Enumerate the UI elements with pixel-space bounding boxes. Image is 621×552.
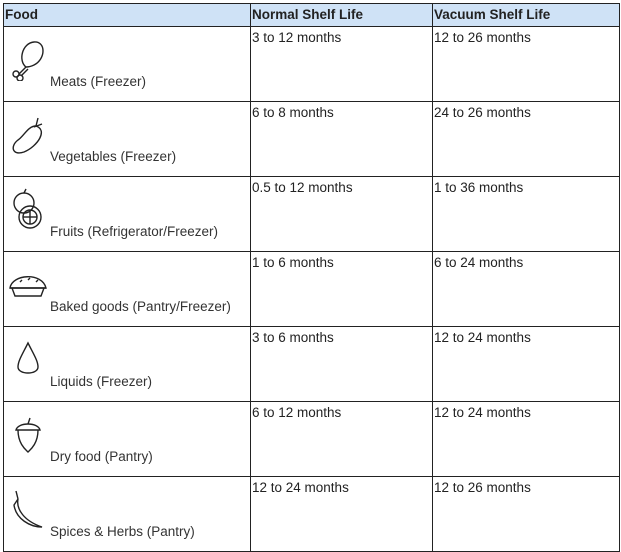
food-cell: Meats (Freezer): [3, 26, 251, 102]
header-normal: Normal Shelf Life: [250, 3, 433, 27]
normal-shelf-life-cell: 12 to 24 months: [250, 476, 433, 552]
header-food: Food: [3, 3, 251, 27]
normal-shelf-life-cell: 1 to 6 months: [250, 251, 433, 327]
food-label: Baked goods (Pantry/Freezer): [50, 299, 231, 314]
vacuum-shelf-life-cell: 12 to 26 months: [432, 26, 620, 102]
normal-shelf-life-cell: 6 to 8 months: [250, 101, 433, 177]
food-label: Meats (Freezer): [50, 74, 147, 89]
table-row: Vegetables (Freezer) 6 to 8 months 24 to…: [3, 101, 620, 177]
food-cell: Dry food (Pantry): [3, 401, 251, 477]
header-vacuum: Vacuum Shelf Life: [432, 3, 620, 27]
normal-shelf-life-cell: 3 to 12 months: [250, 26, 433, 102]
vacuum-shelf-life-cell: 24 to 26 months: [432, 101, 620, 177]
chili-pepper-icon: [13, 490, 43, 528]
food-label: Vegetables (Freezer): [50, 149, 177, 164]
normal-shelf-life-cell: 0.5 to 12 months: [250, 176, 433, 252]
table-row: Spices & Herbs (Pantry) 12 to 24 months …: [3, 476, 620, 552]
food-label: Fruits (Refrigerator/Freezer): [50, 224, 219, 239]
food-label: Spices & Herbs (Pantry): [50, 524, 195, 539]
food-cell: Fruits (Refrigerator/Freezer): [3, 176, 251, 252]
table-row: Meats (Freezer) 3 to 12 months 12 to 26 …: [3, 26, 620, 102]
citrus-icon: [13, 188, 42, 229]
food-cell: Spices & Herbs (Pantry): [3, 476, 251, 552]
normal-shelf-life-cell: 3 to 6 months: [250, 326, 433, 402]
table-row: Dry food (Pantry) 6 to 12 months 12 to 2…: [3, 401, 620, 477]
food-label: Dry food (Pantry): [50, 449, 153, 464]
vacuum-shelf-life-cell: 12 to 24 months: [432, 326, 620, 402]
droplet-icon: [17, 341, 39, 374]
acorn-icon: [15, 417, 41, 453]
header-row: Food Normal Shelf Life Vacuum Shelf Life: [3, 3, 620, 27]
table-row: Liquids (Freezer) 3 to 6 months 12 to 24…: [3, 326, 620, 402]
vacuum-shelf-life-cell: 12 to 26 months: [432, 476, 620, 552]
food-cell: Liquids (Freezer): [3, 326, 251, 402]
food-cell: Baked goods (Pantry/Freezer): [3, 251, 251, 327]
shelf-life-table: Food Normal Shelf Life Vacuum Shelf Life…: [3, 3, 620, 552]
food-cell: Vegetables (Freezer): [3, 101, 251, 177]
table-row: Fruits (Refrigerator/Freezer) 0.5 to 12 …: [3, 176, 620, 252]
vacuum-shelf-life-cell: 12 to 24 months: [432, 401, 620, 477]
table-row: Baked goods (Pantry/Freezer) 1 to 6 mont…: [3, 251, 620, 327]
normal-shelf-life-cell: 6 to 12 months: [250, 401, 433, 477]
pie-icon: [9, 276, 47, 297]
vacuum-shelf-life-cell: 6 to 24 months: [432, 251, 620, 327]
vacuum-shelf-life-cell: 1 to 36 months: [432, 176, 620, 252]
eggplant-icon: [12, 117, 43, 154]
food-label: Liquids (Freezer): [50, 374, 153, 389]
chicken-leg-icon: [12, 41, 44, 81]
